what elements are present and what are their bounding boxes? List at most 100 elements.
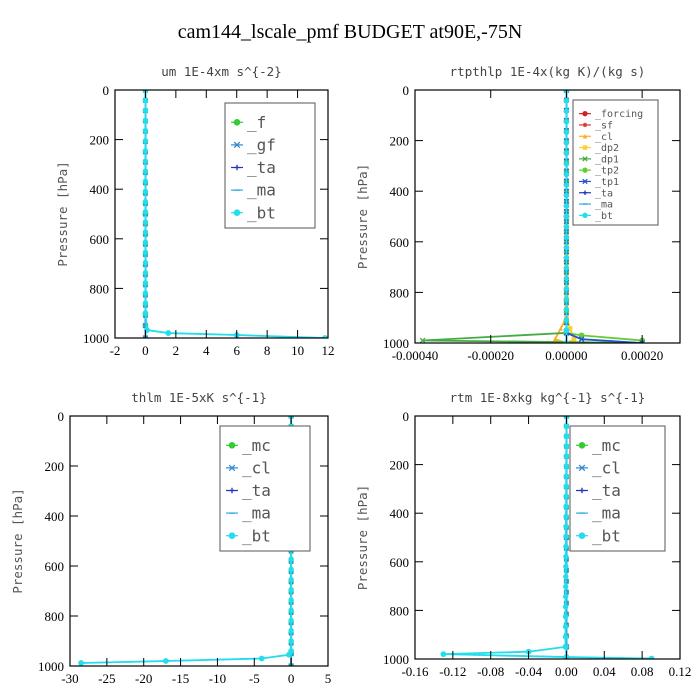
panel-title: thlm 1E-5xK s^{-1} — [131, 390, 266, 405]
series-point — [578, 336, 585, 343]
series-point — [142, 148, 149, 154]
series-point — [288, 556, 294, 562]
series-point — [288, 638, 294, 644]
series-point — [142, 310, 149, 317]
series-point — [288, 607, 294, 613]
series-point — [419, 337, 426, 343]
series-point — [142, 269, 149, 276]
x-tick-label: -10 — [209, 671, 226, 686]
y-axis-label: Pressure [hPa] — [55, 161, 70, 266]
series-point — [440, 651, 447, 658]
series-point — [639, 340, 646, 343]
series-point — [162, 658, 169, 664]
series-point — [142, 290, 149, 296]
series-point — [563, 108, 570, 114]
legend-label: _ma — [595, 200, 613, 211]
y-tick-label: 600 — [390, 235, 410, 250]
series-point — [563, 129, 570, 135]
legend-entry: _dp1 — [579, 154, 619, 165]
series-point — [142, 280, 149, 286]
x-tick-label: -0.00020 — [467, 348, 514, 363]
y-tick-label: 0 — [403, 409, 410, 424]
legend-entry: _bt — [579, 211, 613, 222]
legend-label: _dp2 — [595, 143, 619, 154]
series-point — [142, 229, 149, 235]
series-point — [78, 660, 84, 666]
series-point — [563, 493, 569, 499]
legend-label: _mc — [592, 436, 621, 455]
y-tick-label: 200 — [390, 458, 410, 473]
x-tick-label: -5 — [249, 671, 260, 686]
series-point — [563, 234, 570, 240]
series-point — [228, 532, 236, 540]
x-tick-label: -20 — [135, 671, 152, 686]
y-axis-label: Pressure [hPa] — [10, 488, 25, 593]
series-point — [142, 127, 149, 134]
series-point — [563, 140, 570, 146]
panel-4: rtm 1E-8xkg kg^{-1} s^{-1} Pressure [hPa]… — [355, 390, 691, 679]
legend-entry: _ma — [226, 504, 271, 523]
series-point — [563, 296, 570, 302]
x-tick-label: 0.00 — [555, 664, 578, 679]
plot-frame — [114, 89, 329, 339]
series-point — [288, 566, 294, 572]
series-point — [578, 332, 585, 339]
y-tick-label: 800 — [90, 281, 110, 296]
plot-frame — [414, 415, 681, 660]
series-point — [563, 513, 569, 520]
y-tick-label: 400 — [90, 182, 110, 197]
legend-label: _bt — [242, 526, 271, 545]
panel-1: um 1E-4xm s^{-2} Pressure [hPa] -2 0 2 4 6 8 10 1… — [55, 64, 335, 358]
series-point — [582, 178, 588, 185]
panel-3: thlm 1E-5xK s^{-1} Pressure [hPa] -30 -25 -2… — [10, 390, 331, 686]
series-point — [563, 433, 570, 439]
legend-label: _tp2 — [595, 166, 619, 177]
legend-entry: _mc — [226, 436, 271, 455]
series-point — [142, 168, 149, 174]
legend-label: _bt — [247, 203, 276, 222]
legend-entry: _cl — [576, 459, 621, 478]
legend-entry: _tp2 — [579, 166, 619, 177]
series-point — [578, 464, 586, 472]
series-point — [563, 171, 570, 178]
x-tick-label: -30 — [61, 671, 78, 686]
series-point — [142, 209, 149, 215]
series-point — [562, 604, 569, 610]
y-tick-label: 1000 — [383, 336, 409, 351]
legend: _f _gf _ta _ma _bt — [224, 102, 316, 229]
series-point — [563, 192, 570, 199]
series-point — [142, 219, 149, 225]
series-point — [563, 503, 569, 510]
series-point — [142, 117, 149, 124]
y-tick-label: 200 — [45, 459, 65, 474]
series-point — [568, 326, 573, 331]
plot-frame — [69, 415, 329, 667]
series-point — [286, 651, 292, 658]
y-axis-label: Pressure [hPa] — [355, 485, 370, 590]
y-tick-label: 1000 — [383, 652, 409, 667]
legend-label: _forcing — [595, 109, 643, 120]
legend-entry: _ta — [231, 158, 276, 177]
series-point — [582, 212, 588, 219]
series-point — [582, 145, 588, 150]
series-point — [563, 523, 569, 530]
plot-frame — [414, 89, 681, 344]
series-point — [563, 224, 570, 230]
series-point — [582, 134, 588, 139]
series-point — [563, 182, 570, 188]
series-point — [582, 110, 588, 117]
series-point — [562, 624, 569, 630]
legend-entry: _bt — [231, 203, 276, 222]
series-point — [228, 442, 236, 449]
series-point — [563, 473, 569, 479]
series-point — [562, 634, 569, 640]
panel-title: um 1E-4xm s^{-2} — [161, 64, 281, 79]
series-bt — [440, 416, 655, 659]
series-point — [142, 300, 149, 306]
y-tick-label: 1000 — [38, 659, 64, 674]
x-tick-label: -0.16 — [401, 664, 429, 679]
series-point — [563, 463, 569, 469]
series-point — [233, 209, 241, 216]
x-tick-label: -0.12 — [439, 664, 466, 679]
series-point — [563, 275, 570, 282]
